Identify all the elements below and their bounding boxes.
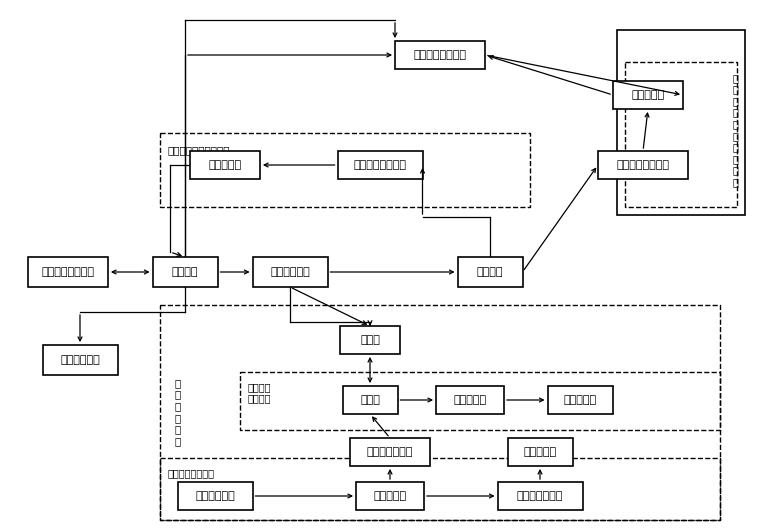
- Bar: [458, 257, 523, 287]
- Text: 信号发送检测单元: 信号发送检测单元: [168, 468, 215, 478]
- Text: 第
二
信
号
接
收
处
理
单
元: 第 二 信 号 接 收 处 理 单 元: [732, 73, 738, 187]
- Text: 第一信号接收处理单元: 第一信号接收处理单元: [168, 145, 231, 155]
- Text: 第二分光器: 第二分光器: [374, 491, 406, 501]
- Bar: [43, 345, 118, 375]
- Text: 第二波分复用器: 第二波分复用器: [516, 491, 563, 501]
- Text: 第一光时域反射仪: 第一光时域反射仪: [41, 267, 95, 277]
- Text: 第一检测口: 第一检测口: [563, 395, 597, 405]
- Bar: [190, 151, 260, 179]
- Text: 第一分光器: 第一分光器: [454, 395, 487, 405]
- Bar: [160, 305, 720, 520]
- Bar: [497, 482, 582, 510]
- Bar: [548, 386, 613, 414]
- Bar: [356, 482, 424, 510]
- Bar: [28, 257, 108, 287]
- Bar: [350, 438, 430, 466]
- Bar: [240, 372, 720, 430]
- Bar: [342, 386, 397, 414]
- Text: 第二光信号接收器: 第二光信号接收器: [617, 160, 669, 170]
- Text: 信
号
处
理
单
元: 信 号 处 理 单 元: [175, 378, 181, 446]
- Bar: [507, 438, 572, 466]
- Text: 信号合并
检测单元: 信号合并 检测单元: [248, 382, 271, 404]
- Text: 信号发送单元: 信号发送单元: [270, 267, 310, 277]
- Bar: [160, 458, 720, 520]
- Bar: [338, 151, 422, 179]
- Text: 信号发送模块: 信号发送模块: [195, 491, 235, 501]
- Bar: [340, 326, 400, 354]
- Text: 第二检测口: 第二检测口: [523, 447, 556, 457]
- Text: 第一处理器: 第一处理器: [209, 160, 241, 170]
- Text: 第一光信号接收器: 第一光信号接收器: [354, 160, 406, 170]
- Text: 数据分析单元: 数据分析单元: [60, 355, 100, 365]
- Text: 光纤接头: 光纤接头: [477, 267, 503, 277]
- Bar: [617, 30, 745, 215]
- Text: 合波器: 合波器: [360, 395, 380, 405]
- Bar: [153, 257, 218, 287]
- Bar: [252, 257, 328, 287]
- Bar: [160, 133, 530, 207]
- Text: 环形器: 环形器: [360, 335, 380, 345]
- Bar: [177, 482, 252, 510]
- Bar: [395, 41, 485, 69]
- Bar: [613, 81, 683, 109]
- Bar: [625, 62, 737, 207]
- Bar: [436, 386, 504, 414]
- Text: 第二光时域反射仪: 第二光时域反射仪: [413, 50, 467, 60]
- Text: 第一波分复用器: 第一波分复用器: [367, 447, 413, 457]
- Bar: [598, 151, 688, 179]
- Text: 第二处理器: 第二处理器: [631, 90, 665, 100]
- Text: 控制单元: 控制单元: [172, 267, 198, 277]
